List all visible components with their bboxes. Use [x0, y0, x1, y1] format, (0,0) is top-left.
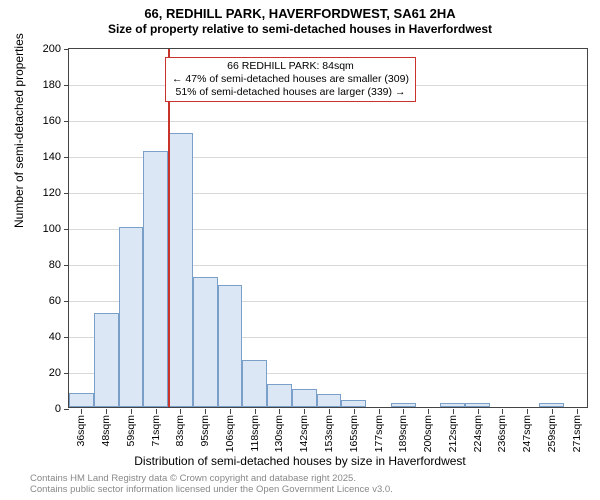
histogram-bar	[267, 384, 292, 407]
x-tick-label: 130sqm	[273, 415, 285, 452]
histogram-bar	[119, 227, 144, 407]
x-tick-mark	[230, 409, 231, 414]
histogram-bar	[143, 151, 168, 407]
footer-attribution: Contains HM Land Registry data © Crown c…	[30, 474, 393, 496]
x-tick-label: 247sqm	[521, 415, 533, 452]
annotation-box: 66 REDHILL PARK: 84sqm← 47% of semi-deta…	[165, 57, 416, 102]
y-tick-mark	[64, 157, 69, 158]
x-tick-mark	[453, 409, 454, 414]
x-tick-mark	[577, 409, 578, 414]
x-tick-mark	[502, 409, 503, 414]
x-tick-label: 95sqm	[199, 415, 211, 447]
y-tick-label: 160	[21, 115, 61, 127]
histogram-bar	[317, 394, 342, 407]
histogram-bar	[94, 313, 119, 407]
x-tick-mark	[279, 409, 280, 414]
y-tick-mark	[64, 265, 69, 266]
histogram-bar	[193, 277, 218, 407]
y-tick-label: 180	[21, 79, 61, 91]
x-tick-mark	[205, 409, 206, 414]
plot-area-wrapper: 02040608010012014016018020036sqm48sqm59s…	[68, 48, 588, 408]
x-tick-label: 224sqm	[472, 415, 484, 452]
y-tick-label: 200	[21, 43, 61, 55]
x-tick-label: 48sqm	[100, 415, 112, 447]
x-tick-label: 106sqm	[224, 415, 236, 452]
x-tick-mark	[403, 409, 404, 414]
x-tick-label: 200sqm	[422, 415, 434, 452]
x-tick-label: 36sqm	[75, 415, 87, 447]
x-tick-label: 142sqm	[298, 415, 310, 452]
histogram-bar	[341, 400, 366, 407]
histogram-bar	[391, 403, 416, 407]
annotation-line-1: 66 REDHILL PARK: 84sqm	[172, 60, 409, 73]
y-tick-label: 40	[21, 331, 61, 343]
gridline	[69, 121, 587, 122]
y-tick-label: 140	[21, 151, 61, 163]
y-tick-mark	[64, 193, 69, 194]
y-tick-mark	[64, 409, 69, 410]
x-tick-mark	[527, 409, 528, 414]
y-tick-label: 60	[21, 295, 61, 307]
title-main: 66, REDHILL PARK, HAVERFORDWEST, SA61 2H…	[0, 0, 600, 21]
histogram-bar	[440, 403, 465, 407]
x-tick-mark	[304, 409, 305, 414]
x-axis-title: Distribution of semi-detached houses by …	[0, 454, 600, 468]
x-tick-mark	[81, 409, 82, 414]
histogram-bar	[69, 393, 94, 407]
y-tick-mark	[64, 373, 69, 374]
x-tick-label: 118sqm	[249, 415, 261, 452]
x-tick-mark	[255, 409, 256, 414]
x-tick-mark	[428, 409, 429, 414]
y-tick-label: 100	[21, 223, 61, 235]
x-tick-label: 59sqm	[125, 415, 137, 447]
chart-container: 66, REDHILL PARK, HAVERFORDWEST, SA61 2H…	[0, 0, 600, 500]
y-tick-mark	[64, 229, 69, 230]
x-tick-mark	[329, 409, 330, 414]
x-tick-label: 259sqm	[546, 415, 558, 452]
histogram-bar	[465, 403, 490, 407]
y-tick-mark	[64, 121, 69, 122]
x-tick-mark	[131, 409, 132, 414]
x-tick-mark	[106, 409, 107, 414]
y-tick-label: 20	[21, 367, 61, 379]
x-tick-mark	[379, 409, 380, 414]
y-tick-mark	[64, 85, 69, 86]
x-tick-label: 271sqm	[571, 415, 583, 452]
histogram-bar	[292, 389, 317, 407]
y-tick-label: 80	[21, 259, 61, 271]
x-tick-label: 236sqm	[496, 415, 508, 452]
plot-area: 02040608010012014016018020036sqm48sqm59s…	[68, 48, 588, 408]
x-tick-mark	[552, 409, 553, 414]
histogram-bar	[218, 285, 243, 407]
marker-line	[168, 49, 170, 407]
x-tick-label: 83sqm	[174, 415, 186, 447]
y-tick-mark	[64, 49, 69, 50]
x-tick-label: 212sqm	[447, 415, 459, 452]
histogram-bar	[539, 403, 564, 407]
x-tick-label: 165sqm	[348, 415, 360, 452]
x-tick-mark	[156, 409, 157, 414]
histogram-bar	[242, 360, 267, 407]
y-tick-label: 120	[21, 187, 61, 199]
y-tick-label: 0	[21, 403, 61, 415]
x-tick-label: 153sqm	[323, 415, 335, 452]
title-sub: Size of property relative to semi-detach…	[0, 21, 600, 36]
x-tick-mark	[478, 409, 479, 414]
x-tick-label: 71sqm	[150, 415, 162, 447]
y-tick-mark	[64, 337, 69, 338]
x-tick-mark	[354, 409, 355, 414]
x-tick-label: 189sqm	[397, 415, 409, 452]
footer-line-2: Contains public sector information licen…	[30, 485, 393, 496]
y-tick-mark	[64, 301, 69, 302]
x-tick-mark	[180, 409, 181, 414]
annotation-line-3: 51% of semi-detached houses are larger (…	[172, 86, 409, 99]
x-tick-label: 177sqm	[373, 415, 385, 452]
histogram-bar	[168, 133, 193, 407]
annotation-line-2: ← 47% of semi-detached houses are smalle…	[172, 73, 409, 86]
